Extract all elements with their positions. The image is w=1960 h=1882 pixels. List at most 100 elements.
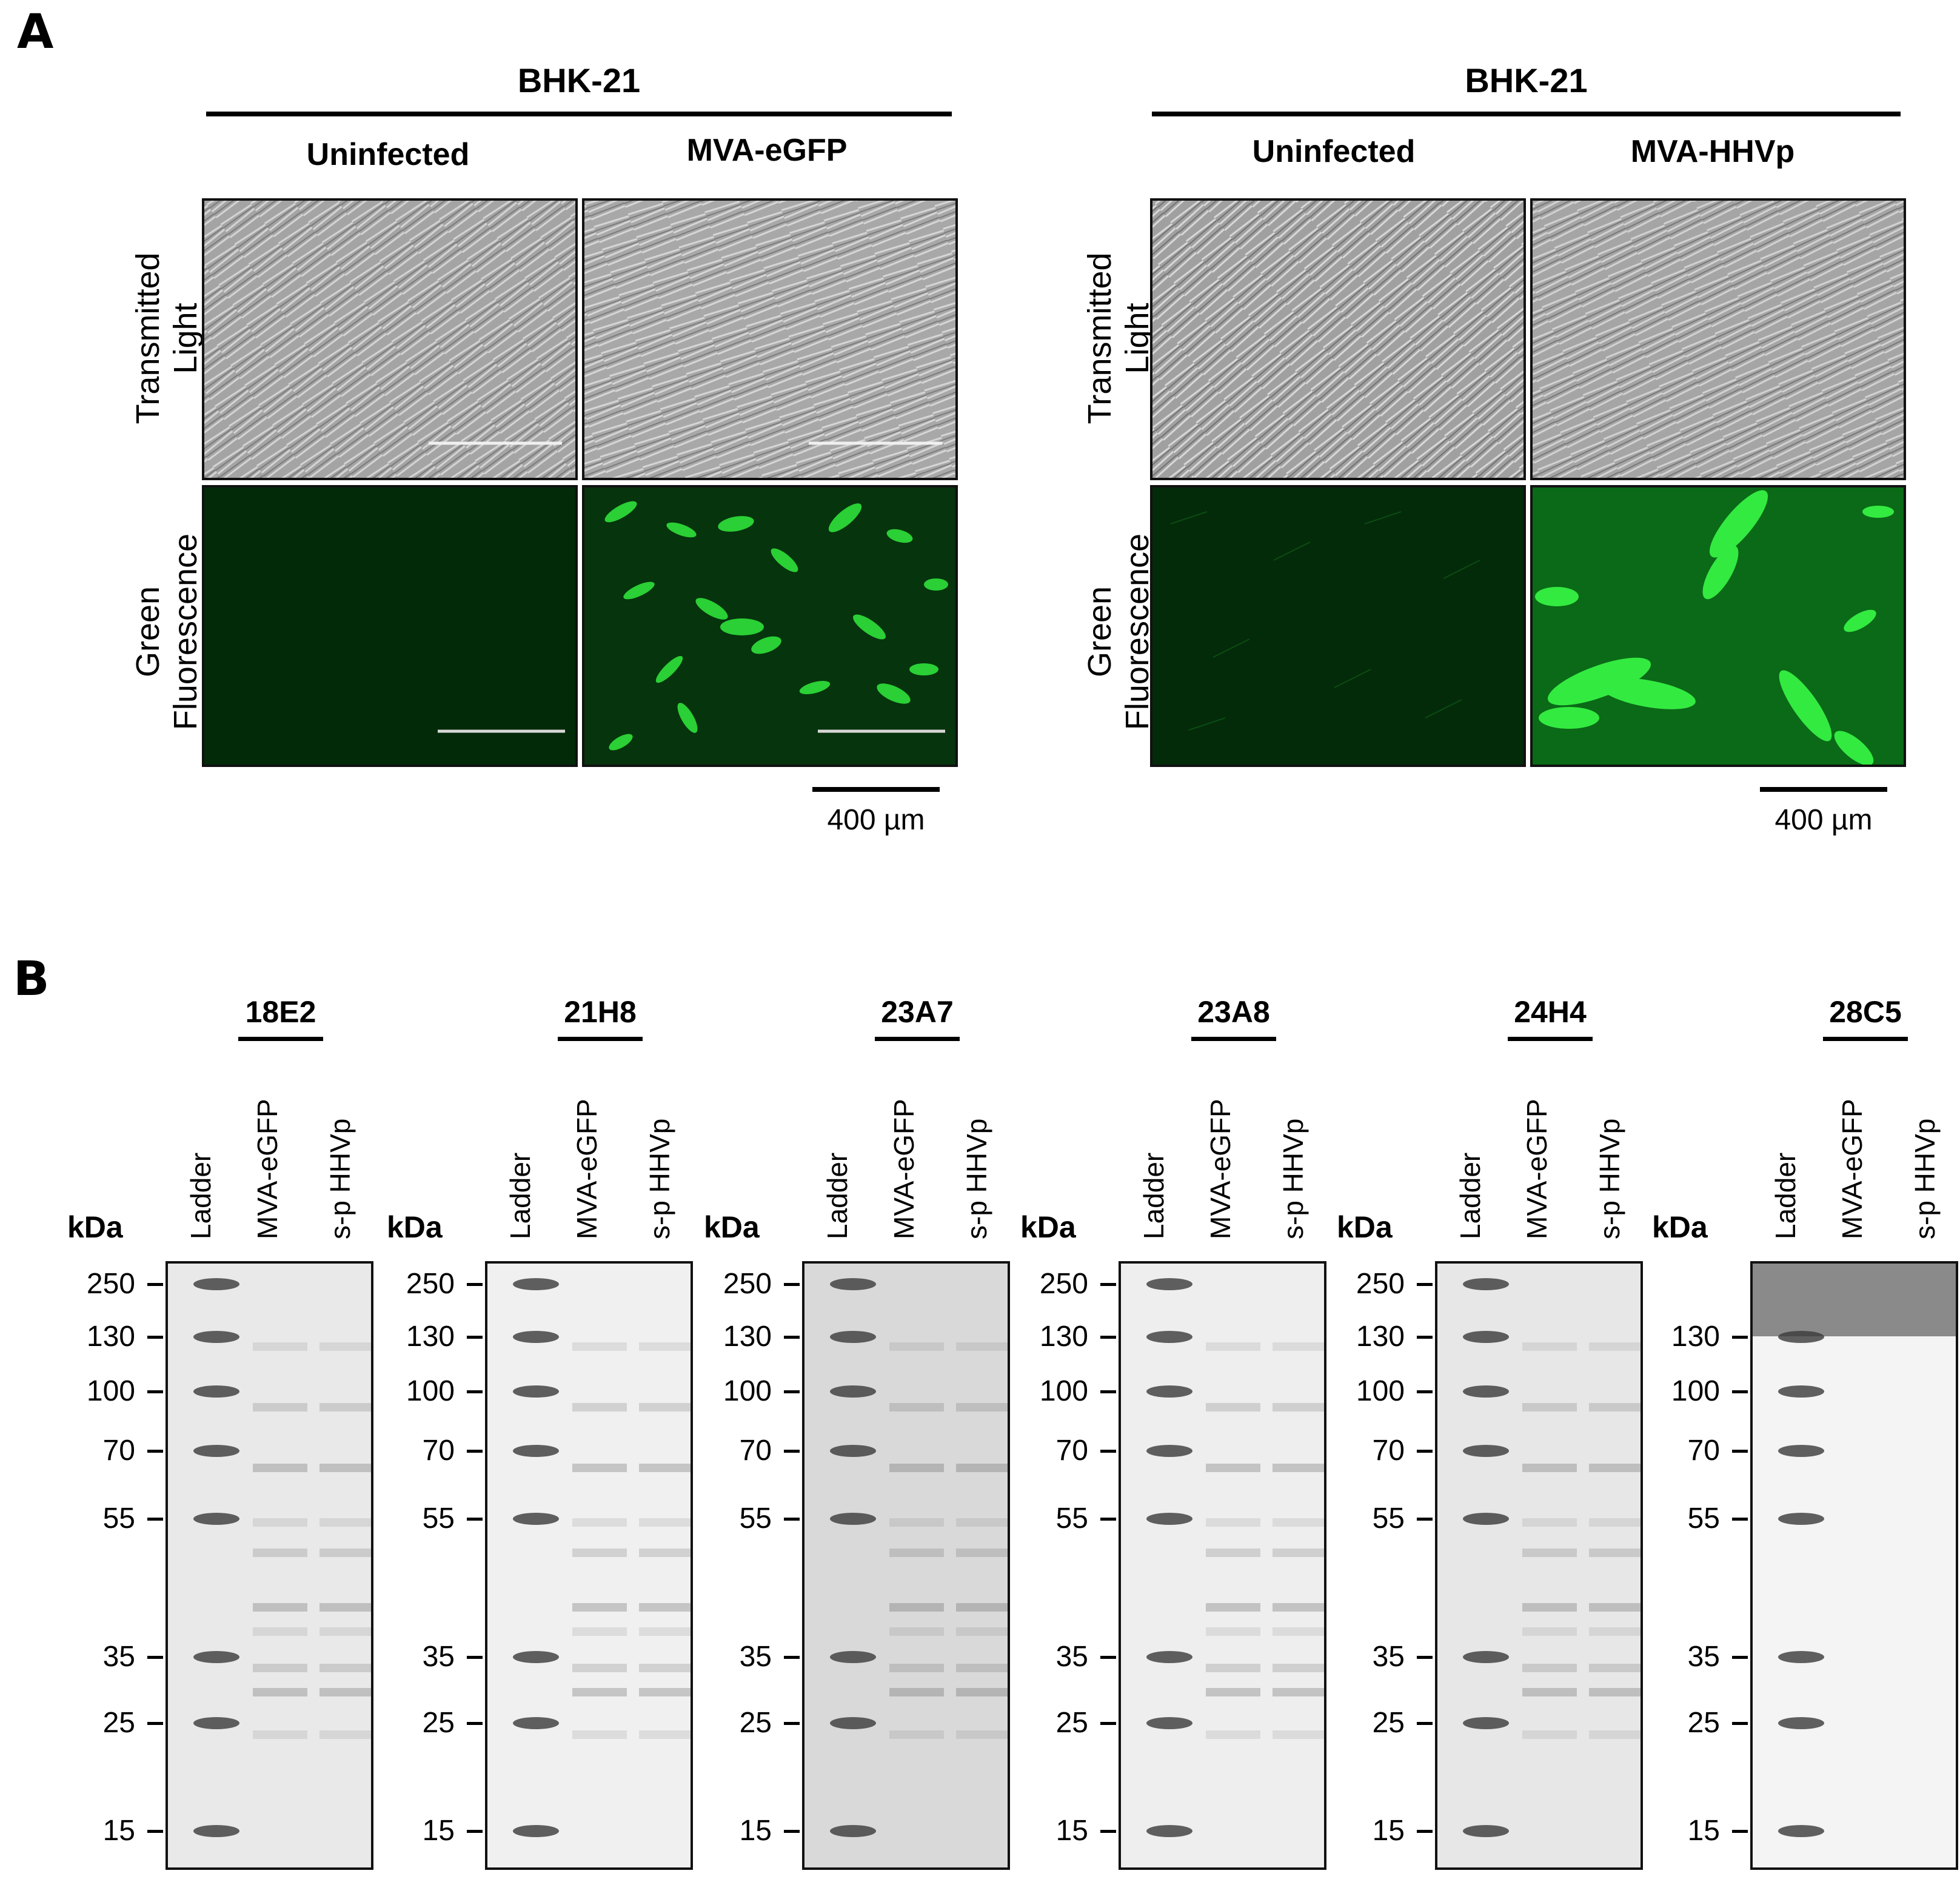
blot-3-lane-label-1: MVA-eGFP — [1205, 1099, 1236, 1239]
blot-1-marker-35: 35 — [422, 1641, 455, 1673]
blot-3-marker-130: 130 — [1039, 1321, 1088, 1353]
blot-4-marker-35: 35 — [1372, 1641, 1405, 1673]
blot-2-marker-15: 15 — [739, 1815, 772, 1847]
blot-3-lane-label-0: Ladder — [1138, 1152, 1169, 1239]
blot-5-tick-15 — [1732, 1830, 1748, 1833]
blot-0-marker-55: 55 — [102, 1502, 135, 1535]
blot-2-marker-250: 250 — [723, 1268, 772, 1300]
blot-4-marker-100: 100 — [1356, 1375, 1405, 1407]
scale-bar-1 — [812, 787, 940, 792]
blot-4-tick-70 — [1417, 1450, 1433, 1453]
blot-2-antibody-underline — [875, 1037, 960, 1041]
blot-3-tick-15 — [1100, 1830, 1116, 1833]
blot-5-tick-25 — [1732, 1722, 1748, 1725]
blot-0-tick-100 — [147, 1390, 163, 1393]
blot-1-tick-25 — [467, 1722, 483, 1725]
blot-1-marker-100: 100 — [406, 1375, 455, 1407]
blot-1-tick-15 — [467, 1830, 483, 1833]
blot-0-tick-250 — [147, 1283, 163, 1286]
blot-1-tick-70 — [467, 1450, 483, 1453]
blot-3-tick-25 — [1100, 1722, 1116, 1725]
group1-title: BHK-21 — [517, 61, 641, 99]
blot-4-tick-15 — [1417, 1830, 1433, 1833]
blot-5-tick-70 — [1732, 1450, 1748, 1453]
blot-2-tick-130 — [784, 1336, 800, 1339]
blot-4-tick-35 — [1417, 1656, 1433, 1659]
blot-0-tick-70 — [147, 1450, 163, 1453]
scale-bar-label-1: 400 µm — [827, 804, 925, 836]
scale-bar-2 — [1760, 787, 1887, 792]
blot-0-marker-250: 250 — [86, 1268, 135, 1300]
blot-2-marker-25: 25 — [739, 1707, 772, 1739]
blot-1-lane-label-1: MVA-eGFP — [571, 1099, 603, 1239]
blot-1-marker-15: 15 — [422, 1815, 455, 1847]
blot-2-kda-label: kDa — [704, 1210, 760, 1244]
blot-4-tick-25 — [1417, 1722, 1433, 1725]
blot-2-tick-15 — [784, 1830, 800, 1833]
scale-bar-label-2: 400 µm — [1774, 804, 1873, 836]
blot-5-tick-35 — [1732, 1656, 1748, 1659]
blot-4-lane-label-2: s-p HHVp — [1594, 1118, 1625, 1239]
blot-0-antibody-title: 18E2 — [245, 995, 316, 1029]
image-uninfected-transmitted — [202, 198, 578, 480]
blot-0-marker-100: 100 — [86, 1375, 135, 1407]
blot-3-tick-35 — [1100, 1656, 1116, 1659]
blot-2-tick-25 — [784, 1722, 800, 1725]
blot-2-marker-100: 100 — [723, 1375, 772, 1407]
blot-0-marker-130: 130 — [86, 1321, 135, 1353]
blot-3-marker-70: 70 — [1055, 1435, 1088, 1467]
blot-0-membrane — [166, 1261, 373, 1870]
group2-condition-mva-hhvp: MVA-HHVp — [1630, 134, 1795, 169]
blot-3-antibody-title: 23A8 — [1197, 995, 1270, 1029]
blot-1-tick-55 — [467, 1518, 483, 1521]
blot-0-antibody-underline — [238, 1037, 323, 1041]
blot-2-lane-label-0: Ladder — [821, 1152, 853, 1239]
group2-title: BHK-21 — [1465, 61, 1588, 99]
blot-5-antibody-title: 28C5 — [1829, 995, 1902, 1029]
blot-0-marker-70: 70 — [102, 1435, 135, 1467]
blot-5-marker-100: 100 — [1671, 1375, 1720, 1407]
blot-4-tick-55 — [1417, 1518, 1433, 1521]
blot-2-lane-label-1: MVA-eGFP — [888, 1099, 920, 1239]
blot-5-tick-55 — [1732, 1518, 1748, 1521]
blot-3-kda-label: kDa — [1020, 1210, 1076, 1244]
blot-4-marker-15: 15 — [1372, 1815, 1405, 1847]
blot-4-tick-130 — [1417, 1336, 1433, 1339]
panel-b-letter: B — [13, 952, 50, 1006]
blot-3-marker-15: 15 — [1055, 1815, 1088, 1847]
blot-4-kda-label: kDa — [1337, 1210, 1393, 1244]
blot-3-tick-250 — [1100, 1283, 1116, 1286]
blot-4-marker-130: 130 — [1356, 1321, 1405, 1353]
blot-1-marker-55: 55 — [422, 1502, 455, 1535]
blot-1-tick-250 — [467, 1283, 483, 1286]
blot-5-kda-label: kDa — [1652, 1210, 1708, 1244]
group1-condition-uninfected: Uninfected — [306, 137, 470, 172]
row-label-green-fluorescence: Green Fluorescence — [130, 533, 204, 731]
image-mva-hhvp-fluorescence — [1530, 485, 1906, 767]
blot-0-tick-25 — [147, 1722, 163, 1725]
row-label-green-fluorescence-2: Green Fluorescence — [1082, 533, 1156, 731]
blot-0-lane-label-0: Ladder — [185, 1152, 216, 1239]
blot-2-tick-250 — [784, 1283, 800, 1286]
blot-5-lane-label-2: s-p HHVp — [1909, 1118, 1941, 1239]
blot-0-tick-130 — [147, 1336, 163, 1339]
blot-3-marker-55: 55 — [1055, 1502, 1088, 1535]
blot-5-lane-label-1: MVA-eGFP — [1836, 1099, 1868, 1239]
blot-5-antibody-underline — [1823, 1037, 1908, 1041]
blot-4-antibody-title: 24H4 — [1514, 995, 1587, 1029]
blot-4-tick-100 — [1417, 1390, 1433, 1393]
group2-condition-uninfected: Uninfected — [1252, 134, 1416, 169]
blot-0-marker-35: 35 — [102, 1641, 135, 1673]
blot-0-tick-35 — [147, 1656, 163, 1659]
blot-4-tick-250 — [1417, 1283, 1433, 1286]
blot-4-marker-55: 55 — [1372, 1502, 1405, 1535]
blot-1-tick-35 — [467, 1656, 483, 1659]
blot-5-marker-130: 130 — [1671, 1321, 1720, 1353]
blot-1-marker-70: 70 — [422, 1435, 455, 1467]
blot-0-tick-55 — [147, 1518, 163, 1521]
blot-5-lane-label-0: Ladder — [1770, 1152, 1801, 1239]
blot-5-tick-130 — [1732, 1336, 1748, 1339]
panel-a-letter: A — [17, 5, 54, 59]
row-label-transmitted-light: Transmitted Light — [130, 252, 204, 424]
blot-3-marker-100: 100 — [1039, 1375, 1088, 1407]
